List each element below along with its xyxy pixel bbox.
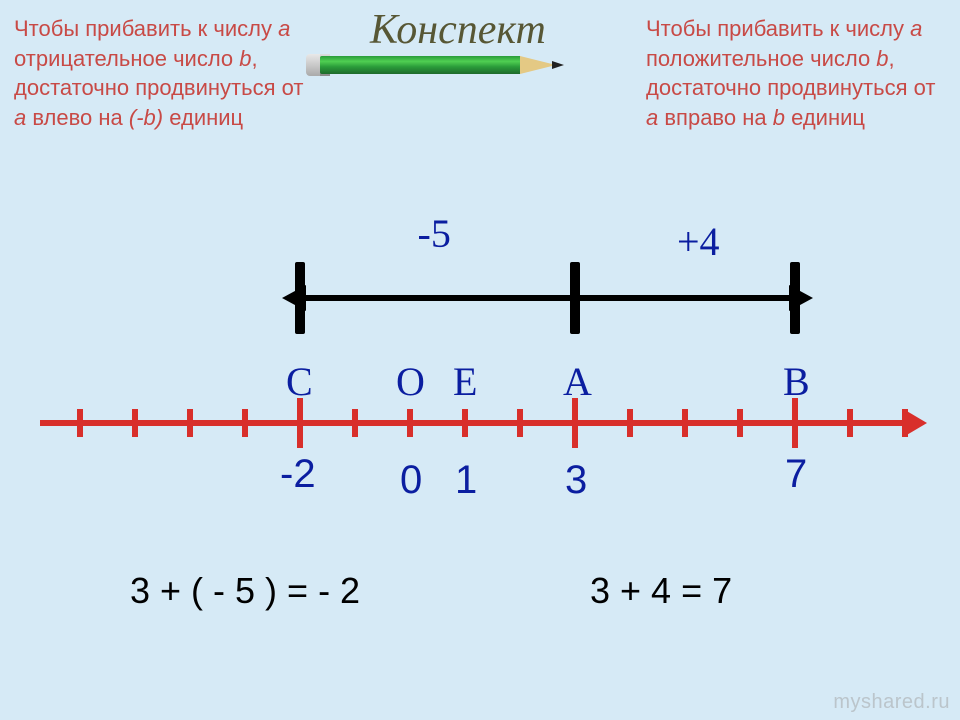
arrowhead-left: [282, 285, 306, 311]
rule-negative: Чтобы прибавить к числу a отрицательное …: [14, 14, 314, 133]
point-label-b: В: [783, 358, 810, 405]
arrowhead-right: [789, 285, 813, 311]
point-label-a: А: [563, 358, 592, 405]
point-value-c: -2: [280, 452, 316, 497]
point-label-o: О: [396, 358, 425, 405]
point-label-c: С: [286, 358, 313, 405]
number-line-diagram: -5 +4 С О Е А В -2 0 1 3 7: [40, 220, 920, 500]
vector-left: [305, 295, 575, 301]
tick: [187, 409, 193, 437]
tick: [132, 409, 138, 437]
tick: [572, 398, 578, 448]
tick: [737, 409, 743, 437]
tick: [902, 409, 908, 437]
delta-label-right: +4: [677, 218, 720, 265]
delta-label-left: -5: [418, 210, 451, 257]
tick: [792, 398, 798, 448]
title-text: Конспект: [370, 6, 546, 54]
point-value-o: 0: [400, 458, 422, 503]
tick: [242, 409, 248, 437]
point-label-e: Е: [453, 358, 477, 405]
point-value-e: 1: [455, 458, 477, 503]
point-value-b: 7: [785, 452, 807, 497]
equation-right: 3 + 4 = 7: [590, 570, 732, 612]
tick: [682, 409, 688, 437]
pencil-icon: [320, 52, 590, 78]
tick: [407, 409, 413, 437]
tick: [297, 398, 303, 448]
title-block: Конспект: [320, 6, 640, 116]
rule-positive: Чтобы прибавить к числу a положительное …: [646, 14, 946, 133]
tick: [77, 409, 83, 437]
tick: [627, 409, 633, 437]
number-line-arrowhead: [905, 410, 927, 436]
number-line: [40, 420, 910, 426]
tick: [517, 409, 523, 437]
point-value-a: 3: [565, 458, 587, 503]
tick: [847, 409, 853, 437]
equation-left: 3 + ( - 5 ) = - 2: [130, 570, 360, 612]
tick: [352, 409, 358, 437]
vector-right: [580, 295, 790, 301]
watermark: myshared.ru: [833, 691, 950, 714]
tick: [462, 409, 468, 437]
